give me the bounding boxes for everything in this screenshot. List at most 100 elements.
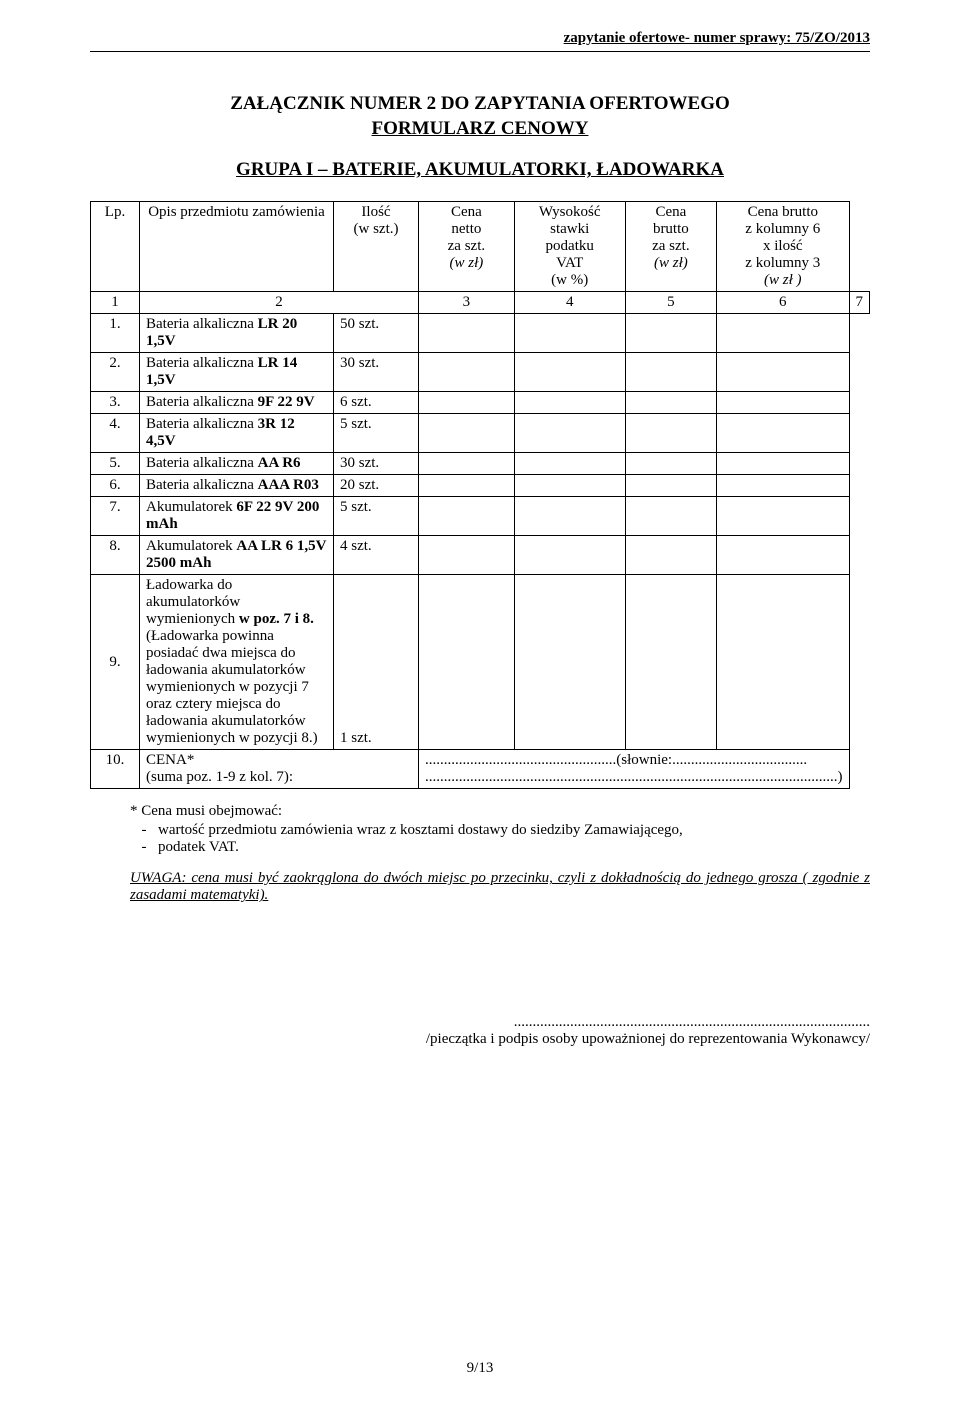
row-c6[interactable] xyxy=(717,497,849,536)
signature-caption: /pieczątka i podpis osoby upoważnionej d… xyxy=(90,1031,870,1048)
row-c3[interactable] xyxy=(419,536,515,575)
col-gross-price: Cena brutto za szt. (w zł) xyxy=(625,202,716,292)
row-c4[interactable] xyxy=(514,536,625,575)
row9-c5[interactable] xyxy=(625,575,716,750)
row-desc: Bateria alkaliczna LR 20 1,5V xyxy=(140,314,334,353)
c6l1: Cena brutto xyxy=(748,204,818,220)
row-c4[interactable] xyxy=(514,353,625,392)
row9-c4[interactable] xyxy=(514,575,625,750)
table-row: 8.Akumulatorek AA LR 6 1,5V 2500 mAh4 sz… xyxy=(91,536,870,575)
row-c6[interactable] xyxy=(717,414,849,453)
row-c5[interactable] xyxy=(625,392,716,414)
c3l1: Cena xyxy=(451,204,482,220)
row-qty: 5 szt. xyxy=(334,414,419,453)
dash-icon: - xyxy=(130,822,158,839)
num-4: 4 xyxy=(514,292,625,314)
c5l1: Cena xyxy=(655,204,686,220)
row-c3[interactable] xyxy=(419,314,515,353)
notes-bullet-2: - podatek VAT. xyxy=(130,839,870,856)
num-6: 6 xyxy=(717,292,849,314)
row-lp: 6. xyxy=(91,475,140,497)
row-desc: Akumulatorek AA LR 6 1,5V 2500 mAh xyxy=(140,536,334,575)
notes-intro: * Cena musi obejmować: xyxy=(130,803,870,820)
row10-slownie-l2: ........................................… xyxy=(425,769,843,785)
row-c6[interactable] xyxy=(717,314,849,353)
row-c3[interactable] xyxy=(419,392,515,414)
row-c6[interactable] xyxy=(717,475,849,497)
col-qty-l2: (w szt.) xyxy=(354,221,399,237)
row-c5[interactable] xyxy=(625,536,716,575)
row-desc: Bateria alkaliczna 3R 12 4,5V xyxy=(140,414,334,453)
row-c3[interactable] xyxy=(419,497,515,536)
row-c3[interactable] xyxy=(419,414,515,453)
row-c6[interactable] xyxy=(717,453,849,475)
row-c3[interactable] xyxy=(419,353,515,392)
c6l3: x ilość xyxy=(763,238,803,254)
row-c6[interactable] xyxy=(717,353,849,392)
row-c5[interactable] xyxy=(625,475,716,497)
c5l4: (w zł) xyxy=(654,255,688,271)
row-c5[interactable] xyxy=(625,453,716,475)
row-c3[interactable] xyxy=(419,453,515,475)
row9-sub: (Ładowarka powinna posiadać dwa miejsca … xyxy=(146,628,318,746)
table-row: 5.Bateria alkaliczna AA R630 szt. xyxy=(91,453,870,475)
row-desc: Bateria alkaliczna AA R6 xyxy=(140,453,334,475)
row-lp: 7. xyxy=(91,497,140,536)
row-desc: Bateria alkaliczna LR 14 1,5V xyxy=(140,353,334,392)
table-number-row: 1 2 3 4 5 6 7 xyxy=(91,292,870,314)
row-c5[interactable] xyxy=(625,414,716,453)
c3l3: za szt. xyxy=(448,238,485,254)
row-lp: 1. xyxy=(91,314,140,353)
row-c4[interactable] xyxy=(514,475,625,497)
row-desc: Akumulatorek 6F 22 9V 200 mAh xyxy=(140,497,334,536)
document-page: zapytanie ofertowe- numer sprawy: 75/ZO/… xyxy=(0,0,960,1407)
row9-l1: Ładowarka do akumulatorków xyxy=(146,577,240,610)
row9-c3[interactable] xyxy=(419,575,515,750)
page-footer: 9/13 xyxy=(0,1360,960,1377)
notes-b1-text: wartość przedmiotu zamówienia wraz z kos… xyxy=(158,822,683,839)
row10-slownie[interactable]: ........................................… xyxy=(419,750,850,789)
attachment-title: ZAŁĄCZNIK NUMER 2 DO ZAPYTANIA OFERTOWEG… xyxy=(90,92,870,117)
num-2: 2 xyxy=(140,292,419,314)
price-notes: * Cena musi obejmować: - wartość przedmi… xyxy=(90,803,870,856)
dash-icon: - xyxy=(130,839,158,856)
col-qty: Ilość (w szt.) xyxy=(334,202,419,292)
row-desc: Bateria alkaliczna AAA R03 xyxy=(140,475,334,497)
c6l4: z kolumny 3 xyxy=(745,255,820,271)
col-lp: Lp. xyxy=(91,202,140,292)
row-c3[interactable] xyxy=(419,475,515,497)
row-c5[interactable] xyxy=(625,353,716,392)
row-c5[interactable] xyxy=(625,314,716,353)
row10-sub: (suma poz. 1-9 z kol. 7): xyxy=(146,769,293,785)
row-c5[interactable] xyxy=(625,497,716,536)
row-c4[interactable] xyxy=(514,314,625,353)
row-c4[interactable] xyxy=(514,497,625,536)
row9-desc: Ładowarka do akumulatorków wymienionych … xyxy=(140,575,334,750)
c6l2: z kolumny 6 xyxy=(745,221,820,237)
row10-label: CENA* xyxy=(146,752,194,768)
row10-slownie-l1: ........................................… xyxy=(425,752,807,768)
row9-c6[interactable] xyxy=(717,575,849,750)
row-c4[interactable] xyxy=(514,414,625,453)
row9-lp: 9. xyxy=(91,575,140,750)
row-qty: 30 szt. xyxy=(334,353,419,392)
num-3: 3 xyxy=(419,292,515,314)
row-lp: 3. xyxy=(91,392,140,414)
c4l2: stawki xyxy=(550,221,589,237)
col-qty-l1: Ilość xyxy=(361,204,390,220)
table-row: 1.Bateria alkaliczna LR 20 1,5V50 szt. xyxy=(91,314,870,353)
table-row: 7.Akumulatorek 6F 22 9V 200 mAh5 szt. xyxy=(91,497,870,536)
row-c4[interactable] xyxy=(514,453,625,475)
remark-block: UWAGA: cena musi być zaokrąglona do dwóc… xyxy=(90,870,870,904)
table-row: 3.Bateria alkaliczna 9F 22 9V6 szt. xyxy=(91,392,870,414)
row-lp: 5. xyxy=(91,453,140,475)
c3l2: netto xyxy=(451,221,481,237)
num-5: 5 xyxy=(625,292,716,314)
row-c6[interactable] xyxy=(717,392,849,414)
col-total: Cena brutto z kolumny 6 x ilość z kolumn… xyxy=(717,202,849,292)
row10-desc: CENA* (suma poz. 1-9 z kol. 7): xyxy=(140,750,419,789)
row-c4[interactable] xyxy=(514,392,625,414)
row-c6[interactable] xyxy=(717,536,849,575)
num-1: 1 xyxy=(91,292,140,314)
c4l5: (w %) xyxy=(551,272,588,288)
